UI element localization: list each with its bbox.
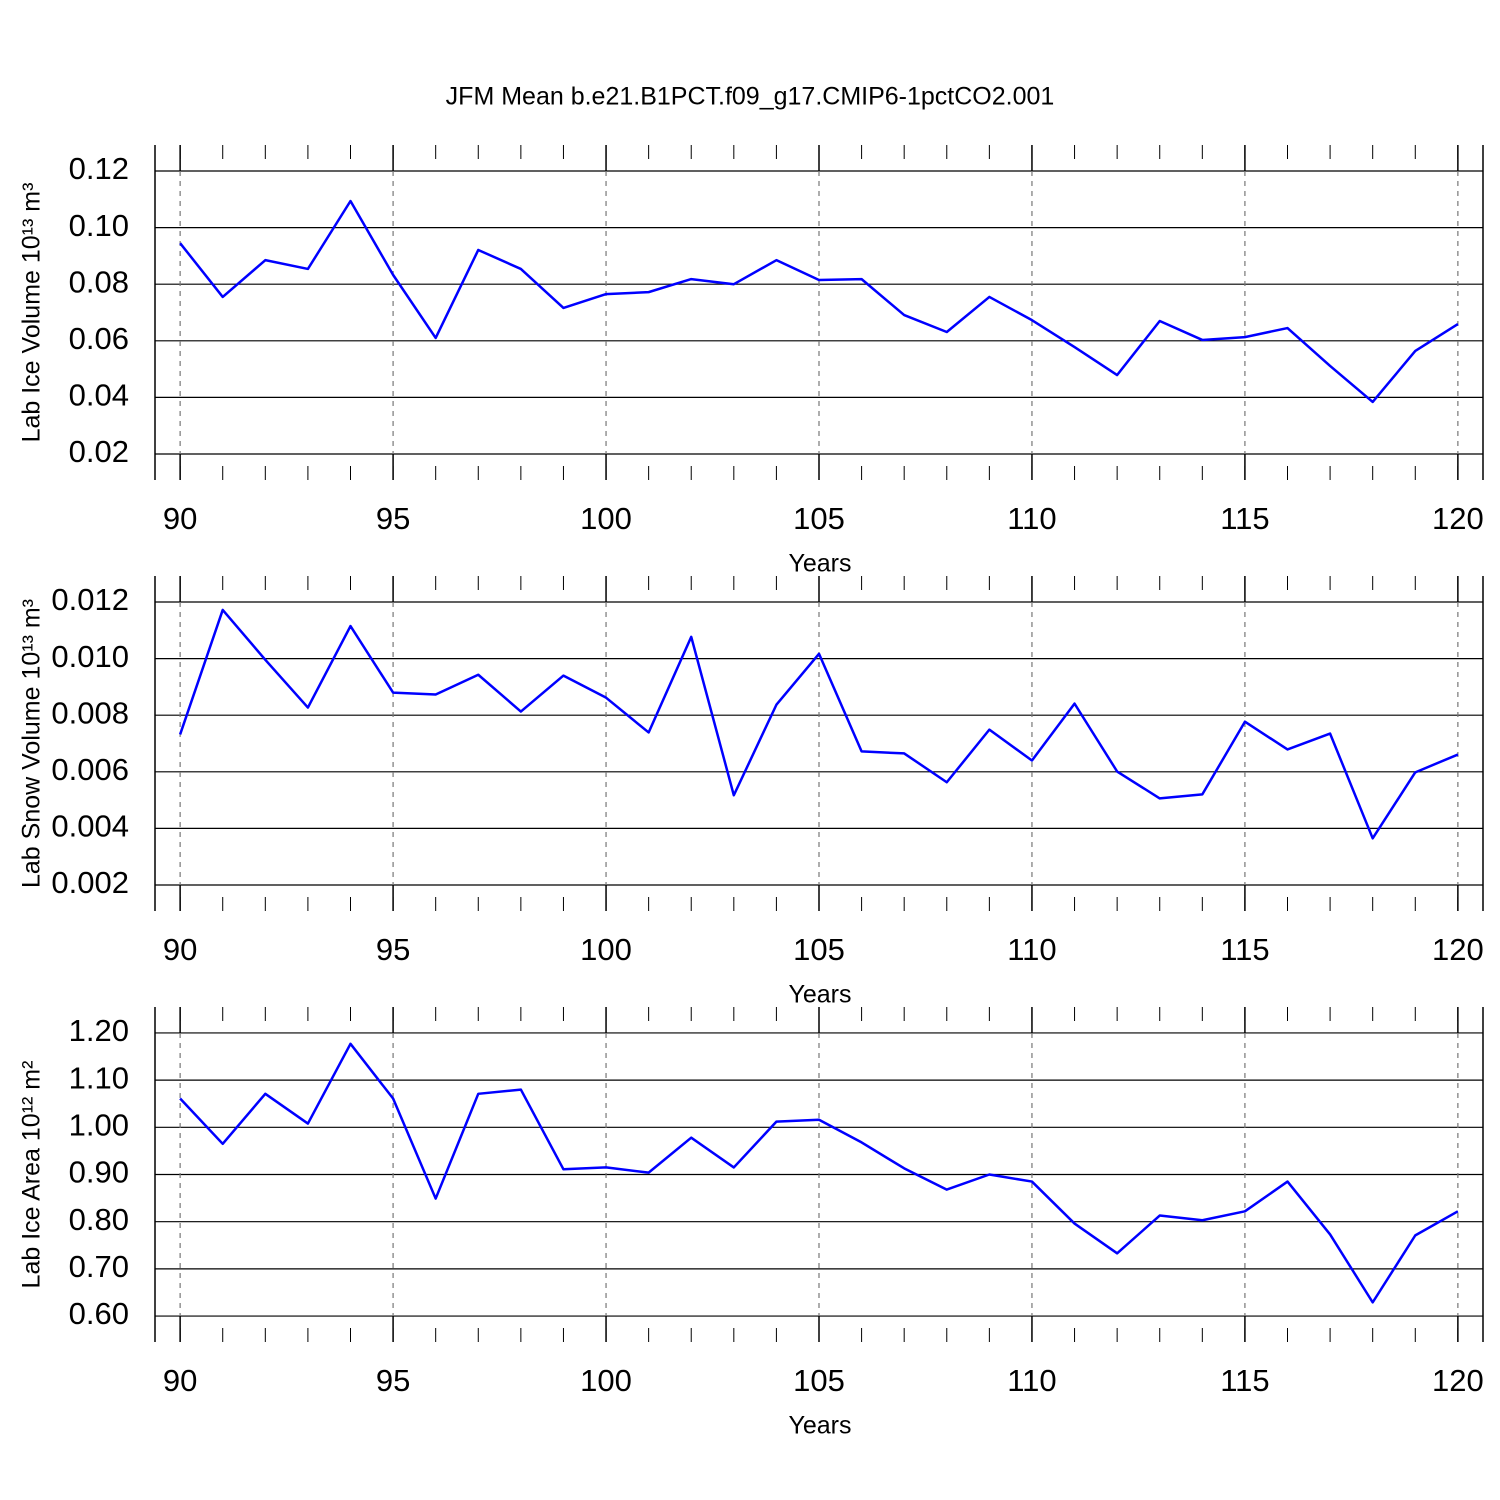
- x-tick-label: 120: [1432, 932, 1484, 967]
- y-tick-label: 0.02: [69, 434, 129, 469]
- y-tick-label: 0.60: [69, 1296, 129, 1331]
- y-tick-label: 0.70: [69, 1249, 129, 1284]
- x-tick-label: 115: [1220, 501, 1269, 536]
- x-tick-label: 110: [1007, 501, 1056, 536]
- y-tick-label: 0.04: [69, 378, 129, 413]
- y-tick-label: 0.002: [51, 865, 129, 900]
- data-line: [179, 1042, 1459, 1304]
- figure-title: JFM Mean b.e21.B1PCT.f09_g17.CMIP6-1pctC…: [446, 83, 1055, 111]
- y-tick-label: 0.06: [69, 321, 129, 356]
- y-axis-title: Lab Ice Volume 10¹³ m³: [18, 183, 46, 443]
- y-tick-label: 0.006: [51, 752, 129, 787]
- y-tick-label: 1.20: [69, 1013, 129, 1048]
- x-tick-label: 95: [376, 1363, 410, 1398]
- data-line: [179, 199, 1459, 404]
- x-axis-title: Years: [788, 550, 851, 578]
- x-tick-label: 120: [1432, 1363, 1484, 1398]
- x-tick-label: 120: [1432, 501, 1484, 536]
- y-tick-label: 0.008: [51, 695, 129, 730]
- x-tick-label: 100: [580, 1363, 632, 1398]
- x-tick-label: 95: [376, 932, 410, 967]
- x-tick-label: 100: [580, 932, 632, 967]
- y-axis-title: Lab Snow Volume 10¹³ m³: [18, 599, 46, 888]
- y-tick-label: 0.004: [51, 809, 129, 844]
- x-tick-label: 105: [793, 932, 845, 967]
- data-line: [178, 608, 1459, 840]
- x-tick-label: 105: [793, 1363, 845, 1398]
- x-tick-label: 110: [1007, 1363, 1056, 1398]
- x-tick-label: 90: [163, 1363, 197, 1398]
- x-tick-label: 105: [793, 501, 845, 536]
- x-tick-label: 115: [1220, 932, 1269, 967]
- y-tick-label: 0.12: [69, 151, 129, 186]
- x-tick-label: 100: [580, 501, 632, 536]
- x-axis-title: Years: [788, 981, 851, 1009]
- y-tick-label: 0.10: [69, 208, 129, 243]
- y-tick-label: 0.010: [51, 639, 129, 674]
- y-tick-label: 1.10: [69, 1060, 129, 1095]
- x-tick-label: 110: [1007, 932, 1056, 967]
- x-tick-label: 90: [163, 501, 197, 536]
- y-axis-title: Lab Ice Area 10¹² m²: [18, 1061, 46, 1289]
- x-axis-title: Years: [788, 1412, 851, 1440]
- y-tick-label: 0.08: [69, 264, 129, 299]
- x-tick-label: 115: [1220, 1363, 1269, 1398]
- y-tick-label: 1.00: [69, 1108, 129, 1143]
- y-tick-label: 0.90: [69, 1155, 129, 1190]
- y-tick-label: 0.80: [69, 1202, 129, 1237]
- x-tick-label: 90: [163, 932, 197, 967]
- y-tick-label: 0.012: [51, 582, 129, 617]
- x-tick-label: 95: [376, 501, 410, 536]
